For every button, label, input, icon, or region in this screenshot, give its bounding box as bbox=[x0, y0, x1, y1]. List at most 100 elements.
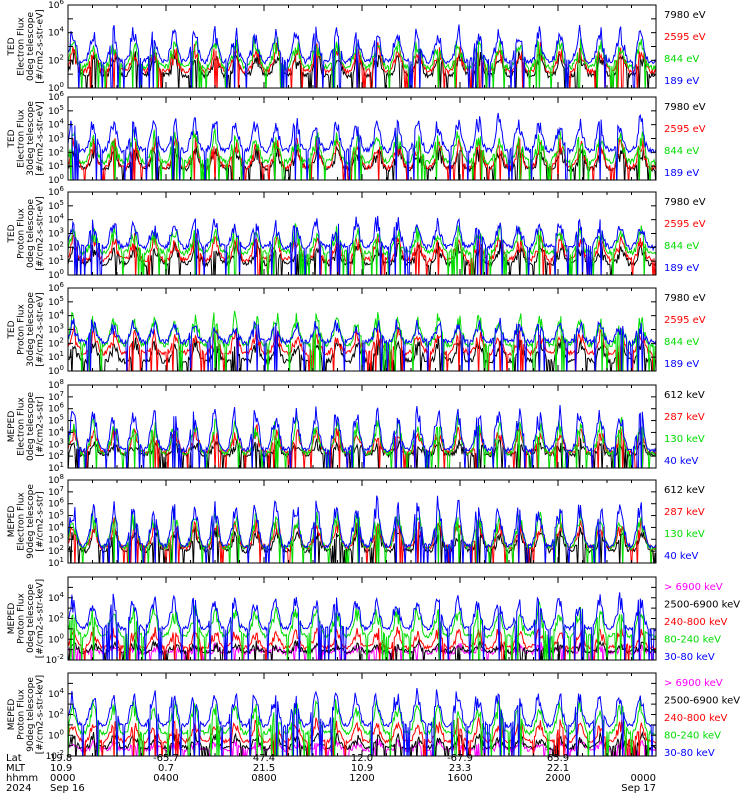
x-row-label: hhmm bbox=[6, 773, 38, 784]
x-tick-label: 10.9 bbox=[351, 763, 373, 774]
series-line bbox=[68, 601, 656, 660]
y-tick-label: 102 bbox=[48, 544, 64, 557]
x-tick-label: -67.9 bbox=[447, 753, 473, 764]
series-line bbox=[68, 24, 656, 88]
y-axis-label: MEPEDElectron Flux0deg telescope[#/cm2-s… bbox=[7, 392, 46, 462]
y-tick-label: 104 bbox=[48, 591, 64, 604]
y-tick-label: 102 bbox=[48, 336, 64, 349]
legend-entry: 40 keV bbox=[664, 456, 698, 467]
legend-entry: 2595 eV bbox=[664, 32, 706, 43]
y-tick-label: 101 bbox=[48, 556, 64, 569]
x-tick-label: 0400 bbox=[153, 773, 178, 784]
y-tick-label: 106 bbox=[48, 497, 64, 510]
legend-entry: 844 eV bbox=[664, 337, 699, 348]
y-tick-label: 104 bbox=[48, 520, 64, 533]
y-tick-label: 104 bbox=[48, 687, 64, 700]
y-tick-label: 108 bbox=[48, 473, 64, 486]
series-line bbox=[68, 48, 656, 88]
panel-6-data bbox=[68, 495, 656, 563]
legend-entry: 287 keV bbox=[664, 412, 705, 423]
series-line bbox=[68, 626, 656, 660]
legend-entry: > 6900 keV bbox=[664, 678, 723, 689]
y-tick-label: 104 bbox=[48, 26, 64, 39]
y-axis-label: MEPEDProton Flux90deg telescope[#/cm2-s-… bbox=[7, 675, 46, 754]
y-tick-label: 102 bbox=[48, 145, 64, 158]
x-tick-label: 2000 bbox=[545, 773, 570, 784]
legend-entry: 30-80 keV bbox=[664, 652, 715, 663]
x-tick-label: 0800 bbox=[251, 773, 276, 784]
series-line bbox=[68, 317, 656, 371]
y-tick-label: 106 bbox=[48, 185, 64, 198]
x-tick-label: -65.7 bbox=[153, 753, 179, 764]
legend-entry: 7980 eV bbox=[664, 293, 706, 304]
y-tick-label: 100 bbox=[48, 268, 64, 281]
y-tick-label: 102 bbox=[48, 53, 64, 66]
y-tick-label: 103 bbox=[48, 132, 64, 145]
x-tick-label: 0000 bbox=[50, 773, 75, 784]
series-line bbox=[68, 688, 656, 756]
legend-entry: 80-240 keV bbox=[664, 635, 721, 646]
legend-entry: 2500-6900 keV bbox=[664, 600, 740, 611]
y-tick-label: 107 bbox=[48, 485, 64, 498]
y-tick-label: 105 bbox=[48, 414, 64, 427]
legend-entry: 130 keV bbox=[664, 434, 705, 445]
series-line bbox=[68, 592, 656, 660]
y-tick-label: 102 bbox=[48, 708, 64, 721]
legend-entry: 612 keV bbox=[664, 390, 705, 401]
panel-2-data bbox=[68, 112, 656, 180]
x-tick-label: 19.8 bbox=[50, 753, 72, 764]
x-tick-label: 1600 bbox=[447, 773, 472, 784]
y-tick-label: 105 bbox=[48, 295, 64, 308]
y-tick-label: 103 bbox=[48, 437, 64, 450]
x-tick-label: 47.4 bbox=[253, 753, 275, 764]
y-tick-label: 105 bbox=[48, 509, 64, 522]
y-tick-label: 100 bbox=[48, 632, 64, 645]
panel-1-data bbox=[68, 24, 656, 88]
series-line bbox=[68, 326, 656, 371]
panel-5-data bbox=[68, 404, 656, 468]
series-line bbox=[68, 717, 656, 756]
legend-entry: 287 keV bbox=[664, 507, 705, 518]
y-tick-label: 102 bbox=[48, 240, 64, 253]
series-line bbox=[68, 524, 656, 563]
y-tick-label: 103 bbox=[48, 532, 64, 545]
x-tick-label: 21.5 bbox=[253, 763, 275, 774]
y-tick-label: 102 bbox=[48, 449, 64, 462]
y-tick-label: 10-2 bbox=[46, 653, 64, 666]
x-tick-label: 65.9 bbox=[547, 753, 569, 764]
x-tick-label: Sep 17 bbox=[621, 783, 656, 794]
legend-entry: 189 eV bbox=[664, 168, 699, 179]
y-tick-label: 103 bbox=[48, 323, 64, 336]
series-line bbox=[68, 112, 656, 180]
legend-entry: 2595 eV bbox=[664, 219, 706, 230]
series-line bbox=[68, 495, 656, 563]
x-tick-label: 1200 bbox=[349, 773, 374, 784]
y-axis-label: TEDProton Flux30deg telescope[#/cm2-s-st… bbox=[7, 292, 46, 367]
legend-entry: 7980 eV bbox=[664, 197, 706, 208]
y-tick-label: 100 bbox=[48, 728, 64, 741]
x-tick-label: Sep 16 bbox=[50, 783, 85, 794]
legend-entry: 130 keV bbox=[664, 529, 705, 540]
y-axis-label: TEDProton Flux0deg telescope[#/cm2-s-str… bbox=[7, 196, 46, 271]
legend-entry: 7980 eV bbox=[664, 102, 706, 113]
y-tick-label: 101 bbox=[48, 159, 64, 172]
legend-entry: 844 eV bbox=[664, 146, 699, 157]
x-tick-label: 23.3 bbox=[449, 763, 471, 774]
y-tick-label: 103 bbox=[48, 227, 64, 240]
x-row-label: Lat bbox=[6, 753, 22, 764]
x-row-label: 2024 bbox=[6, 783, 31, 794]
legend-entry: 240-800 keV bbox=[664, 617, 728, 628]
panel-7-data bbox=[68, 592, 656, 660]
legend-entry: 2595 eV bbox=[664, 315, 706, 326]
y-axis-label: TEDElectron Flux30deg telescope[#/cm2-s-… bbox=[7, 101, 46, 176]
legend-entry: 7980 eV bbox=[664, 10, 706, 21]
